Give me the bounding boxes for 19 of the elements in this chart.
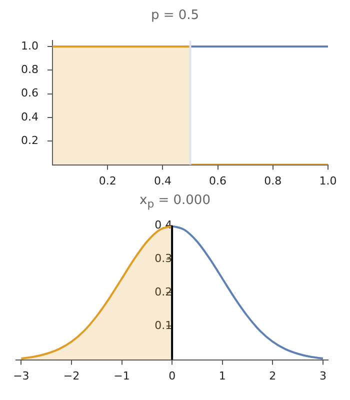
x-tick-label: 0 [168, 369, 176, 382]
y-tick-label: 0.4 [20, 110, 38, 124]
x-tick-label: −3 [13, 369, 30, 382]
y-tick-label: 0.8 [20, 63, 38, 76]
x-tick-label: 3 [319, 369, 326, 382]
y-tick-label: 0.6 [20, 86, 38, 100]
x-tick-label: 1.0 [319, 174, 337, 188]
x-tick-label: 1 [218, 369, 226, 382]
x-tick-label: 0.8 [264, 174, 282, 188]
x-tick-label: 0.6 [209, 174, 227, 188]
y-tick-label: 0.2 [20, 134, 38, 147]
y-tick-label: 1.0 [20, 39, 38, 52]
y-tick-label: 0.2 [154, 286, 172, 299]
chart-title: x$_{p}$ = 0.000 [138, 193, 212, 211]
chart-title: p = 0.5 [150, 8, 200, 25]
x-tick-label: −1 [114, 369, 130, 382]
x-tick-label: −2 [63, 369, 80, 382]
x-tick-label: 0.2 [98, 174, 116, 188]
x-tick-label: 2 [269, 369, 276, 382]
